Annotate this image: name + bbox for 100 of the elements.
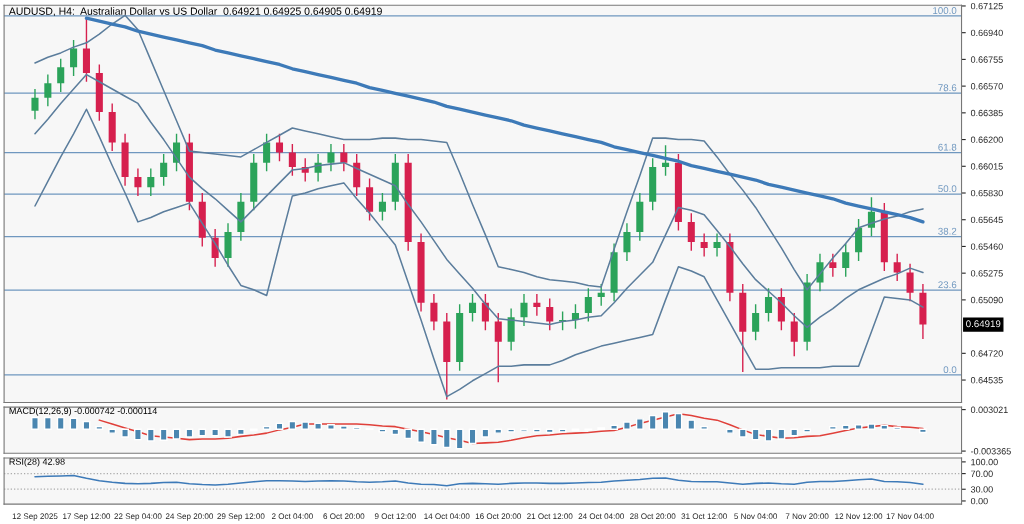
x-tick-label: 9 Oct 12:00: [374, 513, 416, 520]
bar: [532, 428, 541, 433]
bar: [69, 417, 78, 430]
candlestick: [481, 293, 489, 331]
bar: [725, 428, 734, 434]
bar: [95, 425, 104, 430]
candlestick: [713, 232, 721, 258]
y-tick-label: 0.67125: [970, 2, 1003, 10]
bar: [494, 428, 503, 434]
bar: [507, 428, 516, 433]
y-tick-label: 0.66755: [970, 56, 1003, 63]
bar: [43, 416, 52, 430]
x-tick-label: 16 Oct 20:00: [475, 513, 522, 520]
y-tick-label: 0.66200: [970, 136, 1003, 143]
y-tick-label: 70.00: [971, 470, 993, 477]
bar: [919, 428, 927, 434]
bar: [558, 428, 567, 433]
bar: [764, 428, 773, 442]
bar: [121, 428, 129, 438]
bar: [198, 428, 207, 437]
y-tick-label: 0.66385: [970, 109, 1003, 117]
candlestick: [134, 167, 142, 197]
candlestick: [147, 167, 155, 197]
candlestick: [263, 133, 271, 173]
x-tick-label: 2 Oct 04:00: [271, 513, 313, 520]
y-tick-label: 30.00: [970, 486, 993, 493]
candlestick: [378, 192, 386, 222]
x-tick-label: 14 Oct 04:00: [424, 513, 470, 520]
candlestick: [662, 144, 670, 177]
bar: [56, 416, 65, 430]
y-tick-label: 0.64720: [970, 350, 1003, 357]
bar: [880, 424, 889, 430]
x-tick-label: 28 Oct 20:00: [630, 513, 676, 520]
x-tick-label: 17 Sep 12:00: [63, 513, 111, 521]
candlestick: [275, 133, 284, 162]
bar: [841, 424, 850, 430]
bar: [481, 428, 490, 438]
bar: [391, 428, 400, 436]
candlestick: [494, 312, 502, 383]
y-tick-label: 0.65275: [970, 270, 1003, 277]
y-tick-label: 0.66015: [970, 163, 1003, 170]
bar: [262, 425, 271, 430]
bar: [777, 428, 786, 440]
bar: [790, 428, 799, 437]
bar: [635, 418, 644, 430]
candlestick: [687, 212, 695, 252]
annotation: 100.0: [933, 7, 957, 15]
candlestick: [867, 196, 875, 238]
x-tick-label: 31 Oct 12:00: [681, 513, 727, 520]
bar: [738, 428, 747, 438]
candlestick: [752, 303, 760, 342]
annotation: 61.8: [938, 143, 957, 151]
x-tick-label: 12 Sep 2025: [12, 513, 58, 521]
candlestick: [546, 297, 554, 331]
annotation: 0.0: [943, 366, 957, 374]
line-series: [98, 412, 924, 445]
candlestick: [288, 143, 296, 177]
annotation: 38.2: [938, 227, 957, 235]
line-series: [34, 474, 924, 487]
annotation: 78.6: [938, 84, 957, 92]
bar: [674, 412, 683, 430]
bar: [146, 428, 155, 442]
y-tick-label: 0.66940: [970, 29, 1003, 37]
bar: [288, 420, 297, 430]
y-tick-label: 0.65460: [970, 243, 1003, 250]
candlestick: [173, 133, 181, 173]
y-tick-label: 0.65645: [970, 216, 1003, 224]
candlestick: [520, 293, 528, 327]
bar: [417, 428, 425, 443]
bar: [661, 410, 670, 430]
y-tick-label: 0.66570: [970, 83, 1003, 90]
bar: [108, 428, 117, 434]
bar: [867, 423, 876, 430]
candlestick: [31, 88, 39, 121]
bar: [828, 425, 837, 430]
x-tick-label: 5 Nov 04:00: [734, 513, 778, 520]
candlestick: [340, 143, 348, 173]
candlestick: [816, 252, 824, 292]
bar: [700, 425, 709, 430]
bar: [159, 428, 168, 441]
candlestick: [700, 232, 708, 258]
x-tick-label: 17 Nov 04:00: [886, 513, 934, 520]
bar: [301, 421, 310, 430]
bar: [803, 428, 812, 433]
bar: [134, 428, 142, 441]
bar: [224, 428, 232, 438]
annotation: 50.0: [938, 185, 957, 193]
x-tick-label: 12 Nov 12:00: [835, 513, 883, 520]
candlestick: [584, 287, 592, 323]
x-tick-label: 6 Oct 20:00: [323, 513, 365, 520]
x-tick-label: 24 Oct 04:00: [578, 513, 624, 520]
x-tick-label: 29 Sep 12:00: [217, 513, 265, 521]
bar: [31, 416, 39, 430]
chart-title: MACD(12,26,9) -0.000742 -0.000114: [9, 407, 157, 416]
candlestick: [70, 39, 78, 77]
candlestick: [893, 252, 901, 282]
y-tick-label: 0.65830: [970, 189, 1003, 197]
candlestick: [160, 153, 168, 187]
bar: [327, 423, 335, 430]
bar: [82, 420, 91, 430]
